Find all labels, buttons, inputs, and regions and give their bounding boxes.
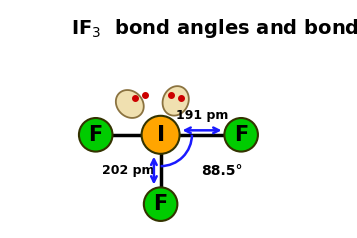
Text: 202 pm: 202 pm: [102, 164, 155, 177]
Text: F: F: [154, 194, 168, 214]
Circle shape: [224, 118, 258, 152]
Text: I: I: [156, 125, 165, 145]
Text: F: F: [234, 125, 248, 145]
Circle shape: [142, 116, 180, 154]
Text: 191 pm: 191 pm: [176, 109, 228, 122]
Text: 88.5°: 88.5°: [201, 164, 242, 178]
Circle shape: [144, 187, 177, 221]
Circle shape: [79, 118, 112, 152]
Text: IF$_3$  bond angles and bond lengths: IF$_3$ bond angles and bond lengths: [71, 17, 357, 40]
Polygon shape: [116, 90, 144, 118]
Text: F: F: [89, 125, 103, 145]
Polygon shape: [162, 86, 189, 116]
